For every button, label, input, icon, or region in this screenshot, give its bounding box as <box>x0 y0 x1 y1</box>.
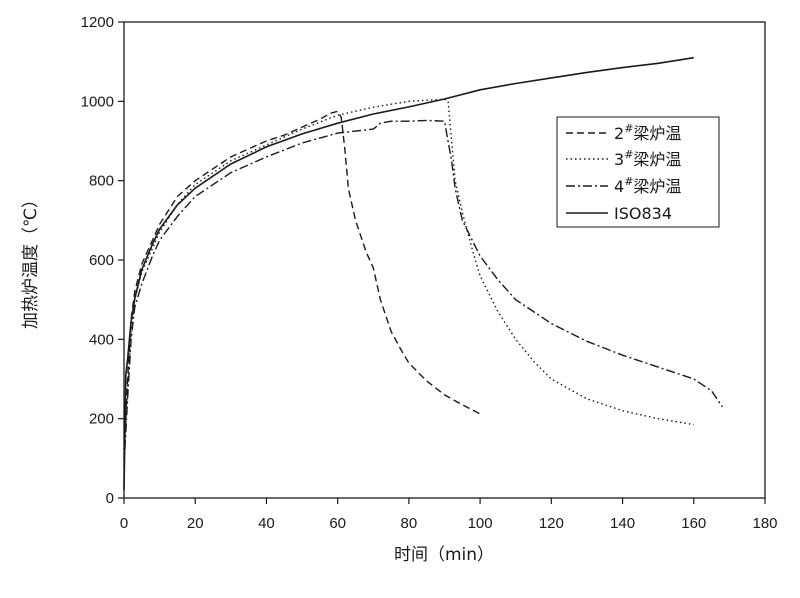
x-tick-label: 100 <box>468 515 493 532</box>
legend-label-4-beam-rest: 梁炉温 <box>633 177 681 196</box>
y-tick-label: 1000 <box>81 93 114 110</box>
y-axis: 0 200 400 600 800 1000 1200 <box>81 14 124 507</box>
legend-label-3-beam: 3#梁炉温 <box>614 148 681 169</box>
y-tick-label: 400 <box>89 331 114 348</box>
legend: 2#梁炉温 3#梁炉温 4#梁炉温 ISO834 <box>556 116 720 228</box>
x-tick-label: 40 <box>258 515 275 532</box>
legend-box <box>556 116 720 228</box>
plot-frame <box>123 21 766 499</box>
legend-label-4-beam-main: 4 <box>614 177 624 196</box>
legend-label-2-beam-sup: # <box>624 122 633 135</box>
x-tick-label: 160 <box>681 515 706 532</box>
legend-label-2-beam: 2#梁炉温 <box>614 122 681 143</box>
series-line-3-beam <box>123 98 694 459</box>
legend-label-3-beam-sup: # <box>624 148 633 161</box>
series-line-2-beam <box>123 110 481 451</box>
y-tick-label: 600 <box>89 252 114 269</box>
x-tick-label: 20 <box>187 515 204 532</box>
series-line-4-beam <box>123 119 723 467</box>
x-axis: 0 20 40 60 80 100 120 140 160 180 <box>120 498 778 532</box>
legend-label-3-beam-main: 3 <box>614 150 624 169</box>
x-tick-label: 120 <box>539 515 564 532</box>
y-tick-label: 0 <box>106 490 114 507</box>
y-tick-label: 1200 <box>81 14 114 31</box>
legend-item-4-beam: 4#梁炉温 <box>566 175 681 196</box>
legend-label-2-beam-main: 2 <box>614 124 624 143</box>
series-line-iso834 <box>123 56 694 491</box>
x-tick-label: 80 <box>401 515 418 532</box>
x-tick-label: 180 <box>752 515 777 532</box>
legend-item-2-beam: 2#梁炉温 <box>566 122 681 143</box>
legend-item-iso834: ISO834 <box>566 204 672 223</box>
y-tick-label: 200 <box>89 411 114 428</box>
series-layer <box>123 56 723 491</box>
y-tick-label: 800 <box>89 173 114 190</box>
x-axis-title: 时间（min） <box>394 545 494 565</box>
x-tick-label: 60 <box>329 515 346 532</box>
legend-label-iso834: ISO834 <box>614 204 672 223</box>
legend-label-3-beam-rest: 梁炉温 <box>633 150 681 169</box>
x-tick-label: 0 <box>120 515 128 532</box>
legend-label-4-beam-sup: # <box>624 175 633 188</box>
legend-item-3-beam: 3#梁炉温 <box>566 148 681 169</box>
legend-label-4-beam: 4#梁炉温 <box>614 175 681 196</box>
x-tick-label: 140 <box>610 515 635 532</box>
y-axis-title: 加热炉温度（℃） <box>21 191 41 329</box>
legend-label-2-beam-rest: 梁炉温 <box>633 124 681 143</box>
